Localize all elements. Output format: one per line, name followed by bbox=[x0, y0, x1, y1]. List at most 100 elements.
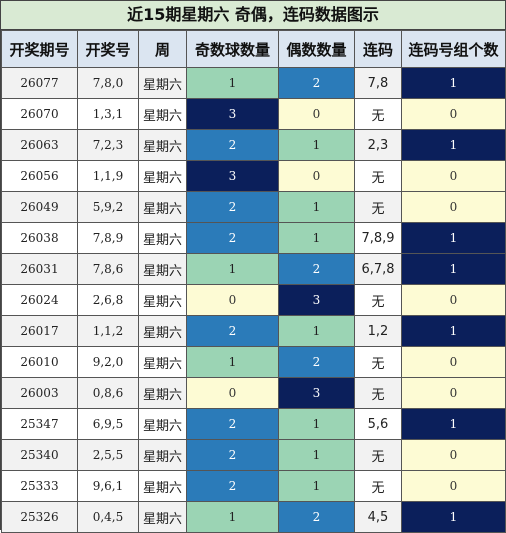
cell-odd-count: 1 bbox=[186, 501, 279, 533]
cell-weekday: 星期六 bbox=[138, 253, 187, 285]
page-title: 近15期星期六 奇偶，连码数据图示 bbox=[1, 1, 505, 30]
table-row: 25340 2,5,5 星期六 2 1 无 0 bbox=[1, 439, 506, 471]
cell-consecutive-groups: 0 bbox=[401, 98, 506, 130]
cell-consecutive: 2,3 bbox=[354, 129, 402, 161]
cell-issue: 25340 bbox=[1, 439, 78, 471]
cell-odd-count: 2 bbox=[186, 408, 279, 440]
table-row: 26024 2,6,8 星期六 0 3 无 0 bbox=[1, 284, 506, 316]
header-consecutive-groups: 连码号组个数 bbox=[401, 30, 506, 68]
cell-consecutive-groups: 0 bbox=[401, 160, 506, 192]
cell-issue: 26017 bbox=[1, 315, 78, 347]
cell-weekday: 星期六 bbox=[138, 501, 187, 533]
table-row: 26063 7,2,3 星期六 2 1 2,3 1 bbox=[1, 129, 506, 161]
header-weekday: 周 bbox=[138, 30, 187, 68]
table-row: 26070 1,3,1 星期六 3 0 无 0 bbox=[1, 98, 506, 130]
cell-numbers: 9,2,0 bbox=[77, 346, 139, 378]
cell-weekday: 星期六 bbox=[138, 67, 187, 99]
cell-weekday: 星期六 bbox=[138, 191, 187, 223]
cell-consecutive-groups: 1 bbox=[401, 67, 506, 99]
cell-numbers: 1,3,1 bbox=[77, 98, 139, 130]
cell-odd-count: 1 bbox=[186, 67, 279, 99]
cell-even-count: 1 bbox=[278, 439, 355, 471]
cell-consecutive-groups: 0 bbox=[401, 377, 506, 409]
cell-issue: 25333 bbox=[1, 470, 78, 502]
cell-weekday: 星期六 bbox=[138, 408, 187, 440]
cell-numbers: 7,8,6 bbox=[77, 253, 139, 285]
table-row: 26049 5,9,2 星期六 2 1 无 0 bbox=[1, 191, 506, 223]
cell-issue: 26031 bbox=[1, 253, 78, 285]
cell-odd-count: 2 bbox=[186, 470, 279, 502]
cell-consecutive: 无 bbox=[354, 160, 402, 192]
cell-consecutive: 无 bbox=[354, 191, 402, 223]
cell-numbers: 2,6,8 bbox=[77, 284, 139, 316]
cell-numbers: 6,9,5 bbox=[77, 408, 139, 440]
cell-even-count: 2 bbox=[278, 67, 355, 99]
cell-even-count: 3 bbox=[278, 284, 355, 316]
table-row: 26077 7,8,0 星期六 1 2 7,8 1 bbox=[1, 67, 506, 99]
data-table: 开奖期号 开奖号 周 奇数球数量 偶数数量 连码 连码号组个数 26077 7,8… bbox=[1, 30, 506, 533]
table-row: 25347 6,9,5 星期六 2 1 5,6 1 bbox=[1, 408, 506, 440]
cell-issue: 25347 bbox=[1, 408, 78, 440]
cell-issue: 26063 bbox=[1, 129, 78, 161]
cell-even-count: 1 bbox=[278, 129, 355, 161]
cell-odd-count: 2 bbox=[186, 191, 279, 223]
cell-consecutive: 6,7,8 bbox=[354, 253, 402, 285]
cell-numbers: 1,1,9 bbox=[77, 160, 139, 192]
table-row: 26056 1,1,9 星期六 3 0 无 0 bbox=[1, 160, 506, 192]
cell-numbers: 7,8,0 bbox=[77, 67, 139, 99]
cell-numbers: 1,1,2 bbox=[77, 315, 139, 347]
cell-even-count: 2 bbox=[278, 501, 355, 533]
cell-consecutive: 7,8 bbox=[354, 67, 402, 99]
cell-even-count: 1 bbox=[278, 191, 355, 223]
cell-odd-count: 3 bbox=[186, 98, 279, 130]
header-issue: 开奖期号 bbox=[1, 30, 78, 68]
cell-issue: 26056 bbox=[1, 160, 78, 192]
cell-consecutive-groups: 1 bbox=[401, 222, 506, 254]
cell-weekday: 星期六 bbox=[138, 470, 187, 502]
cell-consecutive: 无 bbox=[354, 470, 402, 502]
cell-numbers: 7,2,3 bbox=[77, 129, 139, 161]
cell-odd-count: 0 bbox=[186, 377, 279, 409]
cell-issue: 26038 bbox=[1, 222, 78, 254]
table-row: 26010 9,2,0 星期六 1 2 无 0 bbox=[1, 346, 506, 378]
cell-consecutive-groups: 1 bbox=[401, 501, 506, 533]
cell-consecutive: 无 bbox=[354, 346, 402, 378]
cell-numbers: 9,6,1 bbox=[77, 470, 139, 502]
cell-issue: 26070 bbox=[1, 98, 78, 130]
cell-issue: 26003 bbox=[1, 377, 78, 409]
header-numbers: 开奖号 bbox=[77, 30, 139, 68]
cell-even-count: 1 bbox=[278, 408, 355, 440]
cell-weekday: 星期六 bbox=[138, 377, 187, 409]
cell-consecutive: 无 bbox=[354, 284, 402, 316]
cell-consecutive-groups: 1 bbox=[401, 408, 506, 440]
cell-consecutive: 4,5 bbox=[354, 501, 402, 533]
cell-even-count: 2 bbox=[278, 253, 355, 285]
table-row: 26038 7,8,9 星期六 2 1 7,8,9 1 bbox=[1, 222, 506, 254]
cell-consecutive: 无 bbox=[354, 98, 402, 130]
header-odd-count: 奇数球数量 bbox=[186, 30, 279, 68]
cell-odd-count: 2 bbox=[186, 315, 279, 347]
table-row: 26031 7,8,6 星期六 1 2 6,7,8 1 bbox=[1, 253, 506, 285]
cell-weekday: 星期六 bbox=[138, 315, 187, 347]
cell-numbers: 5,9,2 bbox=[77, 191, 139, 223]
table-row: 26017 1,1,2 星期六 2 1 1,2 1 bbox=[1, 315, 506, 347]
cell-odd-count: 0 bbox=[186, 284, 279, 316]
cell-odd-count: 1 bbox=[186, 346, 279, 378]
cell-even-count: 2 bbox=[278, 346, 355, 378]
cell-consecutive-groups: 1 bbox=[401, 315, 506, 347]
cell-consecutive-groups: 0 bbox=[401, 439, 506, 471]
cell-consecutive: 5,6 bbox=[354, 408, 402, 440]
cell-numbers: 2,5,5 bbox=[77, 439, 139, 471]
cell-issue: 26077 bbox=[1, 67, 78, 99]
header-even-count: 偶数数量 bbox=[278, 30, 355, 68]
cell-weekday: 星期六 bbox=[138, 284, 187, 316]
table-row: 25333 9,6,1 星期六 2 1 无 0 bbox=[1, 470, 506, 502]
cell-odd-count: 2 bbox=[186, 129, 279, 161]
cell-consecutive: 7,8,9 bbox=[354, 222, 402, 254]
cell-weekday: 星期六 bbox=[138, 129, 187, 161]
cell-even-count: 0 bbox=[278, 98, 355, 130]
cell-issue: 26024 bbox=[1, 284, 78, 316]
cell-weekday: 星期六 bbox=[138, 222, 187, 254]
cell-consecutive: 无 bbox=[354, 377, 402, 409]
